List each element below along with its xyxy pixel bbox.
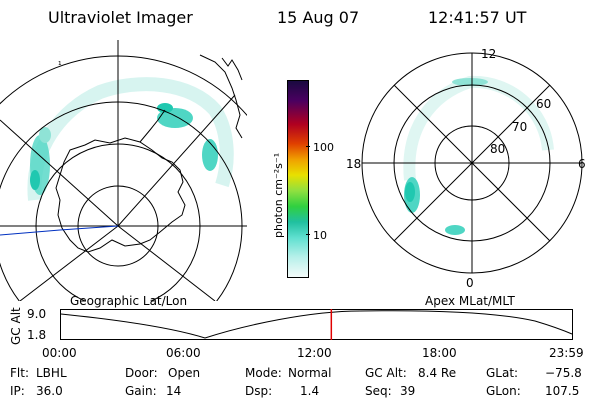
time-tick-1200: 12:00	[297, 346, 332, 360]
status-mode-value: Normal	[288, 366, 332, 380]
colorbar-tick-10: 10	[313, 229, 327, 242]
colorbar-unit-label: photon cm⁻²s⁻¹	[272, 152, 285, 238]
aurora-emission-left	[27, 77, 234, 201]
aurora-emission-right	[403, 75, 554, 235]
altitude-tick-high: 9.0	[27, 307, 47, 321]
status-gain-label: Gain:	[125, 384, 157, 398]
header-time: 12:41:57 UT	[428, 8, 527, 27]
mlt-label-18: 18	[346, 157, 362, 171]
status-glat-value: −75.8	[545, 366, 582, 380]
geographic-map-panel: ¹	[0, 40, 247, 301]
mlat-label-60: 60	[536, 97, 552, 111]
status-flt-label: Flt:	[10, 366, 29, 380]
status-gcalt-label: GC Alt:	[365, 366, 407, 380]
altitude-tick-low: 1.8	[27, 328, 47, 342]
status-ip-label: IP:	[10, 384, 25, 398]
time-tick-0600: 06:00	[166, 346, 201, 360]
satellite-track-line	[0, 225, 119, 236]
time-tick-1800: 18:00	[422, 346, 457, 360]
status-glon-label: GLon:	[486, 384, 521, 398]
antarctica-coastline	[55, 137, 186, 253]
altitude-axis-label: GC Alt	[9, 307, 23, 345]
left-panel-caption: Geographic Lat/Lon	[70, 294, 188, 308]
australia-nz-outline	[199, 54, 243, 139]
mlt-label-6: 6	[578, 157, 586, 171]
header-date: 15 Aug 07	[277, 8, 360, 27]
svg-text:¹: ¹	[58, 61, 62, 71]
instrument-title: Ultraviolet Imager	[48, 8, 193, 27]
status-glat-label: GLat:	[486, 366, 519, 380]
status-ip-value: 36.0	[36, 384, 63, 398]
status-mode-label: Mode:	[245, 366, 282, 380]
altitude-curve	[60, 310, 573, 339]
mlt-label-0: 0	[466, 276, 474, 290]
colorbar-tick-100: 100	[313, 141, 334, 154]
status-seq-label: Seq:	[365, 384, 392, 398]
status-gcalt-value: 8.4 Re	[418, 366, 457, 380]
status-dsp-label: Dsp:	[245, 384, 273, 398]
colorbar-gradient	[287, 80, 309, 278]
colorbar-tick-mark	[306, 234, 310, 235]
status-door-label: Door:	[125, 366, 158, 380]
mlat-label-80: 80	[490, 142, 506, 156]
mlt-label-12: 12	[481, 47, 497, 61]
status-door-value: Open	[168, 366, 201, 380]
mlat-label-70: 70	[512, 120, 528, 134]
time-tick-2359: 23:59	[549, 346, 584, 360]
status-flt-value: LBHL	[36, 366, 67, 380]
status-seq-value: 39	[400, 384, 416, 398]
status-glon-value: 107.5	[545, 384, 580, 398]
time-tick-0000: 00:00	[42, 346, 77, 360]
altitude-plot	[60, 309, 573, 340]
status-dsp-value: 1.4	[300, 384, 320, 398]
magnetic-polar-panel	[361, 52, 583, 274]
right-panel-caption: Apex MLat/MLT	[425, 294, 515, 308]
colorbar-tick-mark	[306, 146, 310, 147]
status-gain-value: 14	[166, 384, 182, 398]
